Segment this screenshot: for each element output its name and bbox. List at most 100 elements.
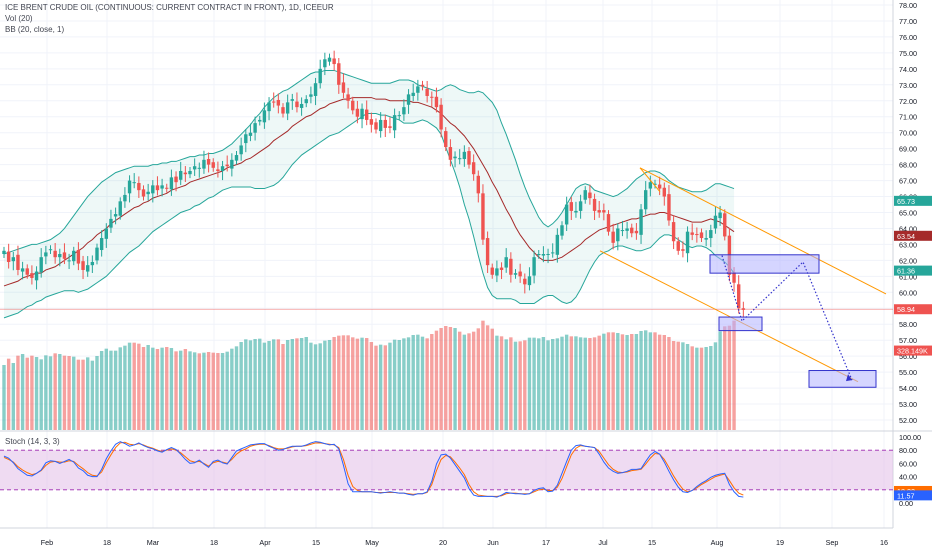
volume-bar bbox=[430, 334, 434, 430]
volume-bar bbox=[206, 352, 211, 430]
volume-bar bbox=[351, 337, 355, 430]
candle-body bbox=[169, 177, 174, 190]
price-tick-label: 62.00 bbox=[899, 256, 917, 265]
candle-body bbox=[346, 94, 350, 101]
volume-bar bbox=[267, 341, 271, 430]
candle-body bbox=[48, 249, 53, 251]
volume-bar bbox=[490, 328, 494, 430]
candle-body bbox=[546, 254, 550, 255]
candle-body bbox=[644, 190, 648, 210]
volume-bar bbox=[411, 335, 415, 430]
candle-body bbox=[369, 119, 374, 125]
candle-body bbox=[509, 258, 513, 275]
volume-bar bbox=[592, 337, 597, 430]
projection-arrowhead bbox=[846, 374, 852, 382]
candle-body bbox=[332, 58, 336, 65]
candle-body bbox=[2, 250, 6, 254]
stoch-tick-label: 80.00 bbox=[899, 446, 917, 455]
price-tick-label: 74.00 bbox=[899, 65, 917, 74]
bollinger-lower bbox=[3, 113, 735, 319]
volume-bar bbox=[197, 353, 201, 430]
candle-body bbox=[337, 63, 341, 85]
candle-body bbox=[704, 238, 708, 240]
candle-body bbox=[174, 176, 178, 183]
volume-bar bbox=[285, 340, 290, 430]
volume-bar bbox=[90, 360, 95, 430]
candle-body bbox=[104, 228, 108, 239]
candle-body bbox=[313, 83, 318, 96]
price-axis: 78.00 77.00 76.00 75.00 74.00 73.00 72.00 71.00… bbox=[894, 1, 932, 425]
volume-bar bbox=[732, 320, 736, 430]
volume-bar bbox=[499, 336, 504, 430]
candle-body bbox=[239, 145, 243, 155]
volume-bar bbox=[546, 340, 550, 430]
candle-body bbox=[206, 159, 211, 165]
candle-body bbox=[578, 201, 583, 211]
volume-bars bbox=[2, 320, 736, 430]
candle-body bbox=[397, 115, 401, 117]
volume-bar bbox=[667, 337, 671, 430]
volume-bar bbox=[76, 359, 81, 430]
candle-body bbox=[625, 228, 629, 231]
volume-bar bbox=[634, 334, 639, 430]
price-tick-label: 68.00 bbox=[899, 161, 917, 170]
candle-body bbox=[564, 204, 569, 225]
volume-bar bbox=[20, 354, 25, 430]
candle-body bbox=[132, 182, 136, 184]
candle-body bbox=[378, 119, 383, 132]
candle-body bbox=[699, 232, 704, 239]
candle-body bbox=[188, 171, 192, 175]
volume-bar bbox=[365, 338, 369, 430]
price-tick-label: 58.00 bbox=[899, 320, 917, 329]
price-tick-label: 55.00 bbox=[899, 368, 917, 377]
volume-bar bbox=[392, 339, 397, 430]
time-axis: Feb 18 Mar 18 Apr 15 May 20 Jun 17 Jul 15 Aug 19 Sep 16 bbox=[41, 538, 888, 547]
candle-body bbox=[62, 252, 67, 259]
volume-bar bbox=[25, 357, 29, 430]
price-label-badge bbox=[894, 304, 932, 315]
volume-bar bbox=[104, 348, 108, 430]
candle-body bbox=[165, 187, 169, 189]
volume-bar bbox=[34, 357, 39, 430]
volume-bar bbox=[81, 359, 85, 430]
volume-bar bbox=[109, 350, 113, 430]
volume-bar bbox=[476, 328, 480, 430]
candle-body bbox=[737, 284, 741, 309]
volume-bar bbox=[234, 346, 239, 430]
price-tick-label: 53.00 bbox=[899, 400, 917, 409]
volume-bar bbox=[564, 334, 569, 430]
volume-bar bbox=[602, 333, 606, 430]
volume-bar bbox=[397, 340, 401, 430]
price-tick-label: 73.00 bbox=[899, 81, 917, 90]
candle-body bbox=[630, 227, 634, 234]
volume-bar bbox=[118, 347, 122, 430]
candle-body bbox=[471, 162, 476, 175]
volume-bar bbox=[165, 347, 169, 430]
target-box bbox=[808, 370, 877, 388]
volume-bar bbox=[355, 338, 360, 430]
volume-bar bbox=[146, 345, 150, 430]
volume-bar bbox=[444, 326, 448, 430]
volume-bar bbox=[323, 340, 327, 430]
candle-body bbox=[309, 94, 313, 97]
time-tick-label: Jul bbox=[598, 538, 608, 547]
volume-bar bbox=[462, 334, 467, 430]
price-label-badge bbox=[894, 265, 932, 276]
volume-bar bbox=[230, 348, 234, 430]
candle-body bbox=[537, 254, 541, 255]
candle-body bbox=[448, 147, 453, 160]
candle-body bbox=[123, 194, 127, 202]
volume-bar bbox=[6, 358, 11, 430]
candle-body bbox=[685, 231, 690, 254]
channel-top-segment bbox=[639, 167, 661, 193]
candle-body bbox=[406, 94, 411, 105]
candle-body bbox=[44, 252, 48, 257]
candle-body bbox=[420, 84, 425, 87]
volume-bar bbox=[709, 346, 713, 430]
price-tick-label: 61.00 bbox=[899, 272, 917, 281]
candle-body bbox=[230, 159, 234, 169]
candle-body bbox=[592, 198, 597, 211]
candle-body bbox=[671, 222, 676, 242]
volume-bar bbox=[574, 336, 578, 430]
